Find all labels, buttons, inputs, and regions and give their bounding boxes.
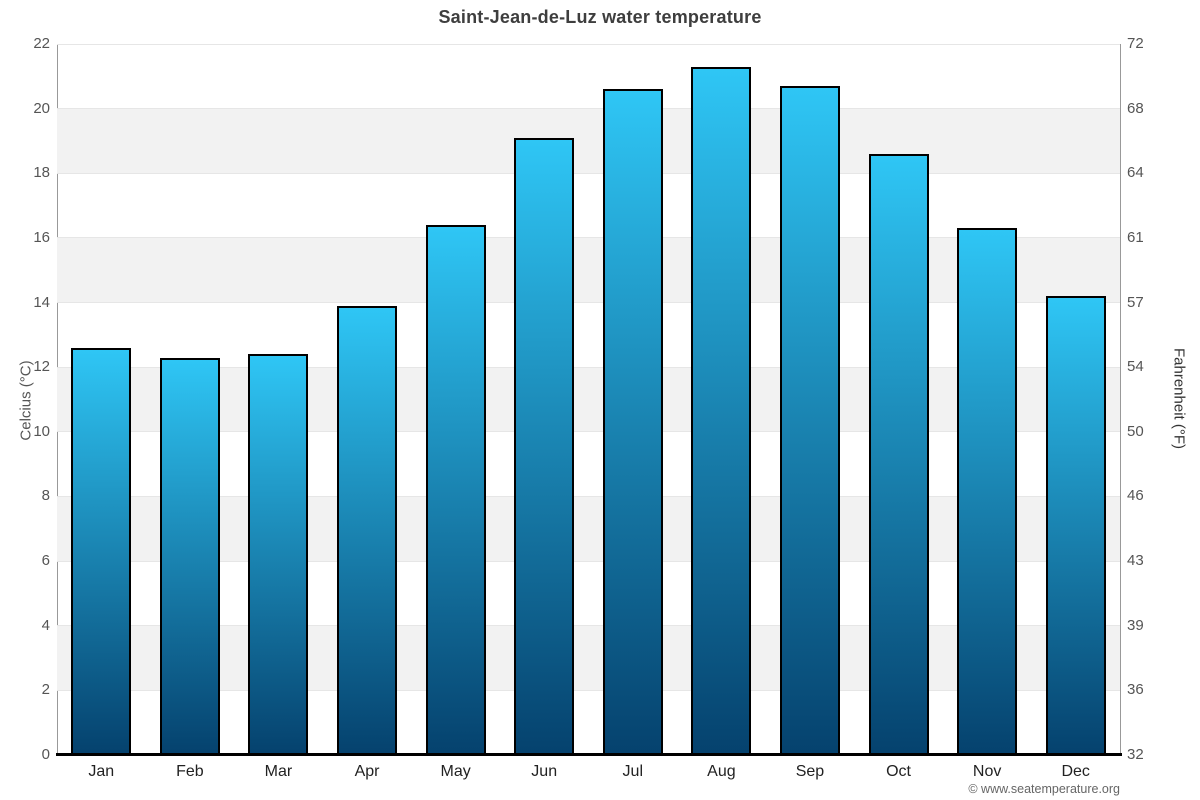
celsius-tick-label: 2 xyxy=(41,681,50,699)
temperature-bar-nov[interactable] xyxy=(957,228,1018,755)
celsius-tick-label: 20 xyxy=(33,99,50,117)
month-label-sep: Sep xyxy=(795,763,825,780)
gridline xyxy=(57,108,1120,110)
fahrenheit-tick-label: 32 xyxy=(1127,746,1144,763)
temperature-bar-may[interactable] xyxy=(425,224,486,755)
temperature-bar-feb[interactable] xyxy=(159,357,220,755)
month-label-jun: Jun xyxy=(531,763,558,780)
fahrenheit-tick-label: 64 xyxy=(1127,164,1144,182)
fahrenheit-tick-label: 54 xyxy=(1127,358,1144,376)
month-label-jan: Jan xyxy=(88,763,115,780)
celsius-tick-label: 4 xyxy=(41,616,50,634)
y-axis-title-fahrenheit: Fahrenheit (°F) xyxy=(1170,347,1188,450)
gridline xyxy=(57,43,1120,45)
fahrenheit-tick-label: 61 xyxy=(1127,228,1144,246)
gridline xyxy=(57,237,1120,239)
fahrenheit-tick-label: 43 xyxy=(1127,552,1144,570)
temperature-bar-oct[interactable] xyxy=(868,153,929,755)
plot-band xyxy=(57,496,1120,562)
month-label-apr: Apr xyxy=(354,763,380,780)
gridline xyxy=(57,689,1120,691)
plot-area xyxy=(57,43,1120,755)
gridline xyxy=(57,431,1120,433)
plot-band xyxy=(57,108,1120,174)
fahrenheit-tick-label: 57 xyxy=(1127,293,1144,311)
celsius-tick-label: 6 xyxy=(41,552,50,570)
temperature-bar-aug[interactable] xyxy=(691,66,752,755)
celsius-tick-label: 10 xyxy=(33,422,50,440)
plot-band xyxy=(57,237,1120,303)
celsius-tick-label: 14 xyxy=(33,293,50,311)
month-label-aug: Aug xyxy=(707,763,736,780)
fahrenheit-tick-label: 50 xyxy=(1127,422,1144,440)
month-label-oct: Oct xyxy=(886,763,911,780)
temperature-bar-dec[interactable] xyxy=(1045,296,1106,755)
celsius-tick-label: 16 xyxy=(33,228,50,246)
fahrenheit-tick-label: 39 xyxy=(1127,616,1144,634)
celsius-tick-label: 0 xyxy=(41,746,50,763)
month-label-may: May xyxy=(440,763,471,780)
plot-band xyxy=(57,367,1120,432)
y-axis-line-right xyxy=(1120,44,1121,755)
month-label-dec: Dec xyxy=(1061,763,1090,780)
gridline xyxy=(57,366,1120,368)
gridline xyxy=(57,172,1120,174)
celsius-tick-label: 8 xyxy=(41,487,50,505)
celsius-tick-label: 18 xyxy=(33,164,50,182)
gridline xyxy=(57,625,1120,627)
fahrenheit-tick-label: 36 xyxy=(1127,681,1144,699)
fahrenheit-tick-label: 72 xyxy=(1127,35,1144,52)
fahrenheit-tick-label: 68 xyxy=(1127,99,1144,117)
temperature-bar-jan[interactable] xyxy=(71,347,132,755)
fahrenheit-tick-label: 46 xyxy=(1127,487,1144,505)
month-label-jul: Jul xyxy=(622,763,643,780)
gridline xyxy=(57,302,1120,304)
month-label-mar: Mar xyxy=(264,763,293,780)
x-axis-baseline xyxy=(56,752,1122,756)
celsius-tick-label: 12 xyxy=(33,358,50,376)
temperature-bar-sep[interactable] xyxy=(779,86,840,755)
temperature-bar-mar[interactable] xyxy=(248,354,309,755)
y-axis-title-celsius: Celcius (°C) xyxy=(17,360,35,441)
temperature-bar-jun[interactable] xyxy=(514,137,575,755)
gridline xyxy=(57,560,1120,562)
gridline xyxy=(57,495,1120,497)
chart-title: Saint-Jean-de-Luz water temperature xyxy=(438,7,762,27)
copyright-credit-link[interactable]: © www.seatemperature.org xyxy=(968,782,1120,796)
temperature-bar-apr[interactable] xyxy=(337,305,398,755)
temperature-bar-jul[interactable] xyxy=(602,89,663,755)
month-label-nov: Nov xyxy=(972,763,1002,780)
celsius-tick-label: 22 xyxy=(33,35,50,52)
plot-band xyxy=(57,625,1120,691)
month-label-feb: Feb xyxy=(176,763,204,780)
